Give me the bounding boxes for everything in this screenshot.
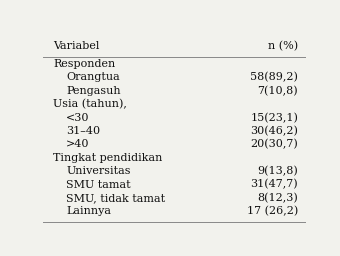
Text: Tingkat pendidikan: Tingkat pendidikan [53,153,163,163]
Text: 8(12,3): 8(12,3) [257,193,298,203]
Text: Lainnya: Lainnya [66,206,111,216]
Text: Orangtua: Orangtua [66,72,120,82]
Text: 15(23,1): 15(23,1) [250,112,298,123]
Text: SMU tamat: SMU tamat [66,179,131,189]
Text: 30(46,2): 30(46,2) [250,126,298,136]
Text: Responden: Responden [53,59,115,69]
Text: 20(30,7): 20(30,7) [250,139,298,150]
Text: >40: >40 [66,139,90,149]
Text: 31–40: 31–40 [66,126,100,136]
Text: 7(10,8): 7(10,8) [257,86,298,96]
Text: Usia (tahun),: Usia (tahun), [53,99,127,109]
Text: Variabel: Variabel [53,41,99,51]
Text: 17 (26,2): 17 (26,2) [247,206,298,217]
Text: 58(89,2): 58(89,2) [250,72,298,83]
Text: 31(47,7): 31(47,7) [251,179,298,190]
Text: n (%): n (%) [268,41,298,51]
Text: <30: <30 [66,113,90,123]
Text: Pengasuh: Pengasuh [66,86,121,96]
Text: Universitas: Universitas [66,166,131,176]
Text: 9(13,8): 9(13,8) [257,166,298,176]
Text: SMU, tidak tamat: SMU, tidak tamat [66,193,165,203]
